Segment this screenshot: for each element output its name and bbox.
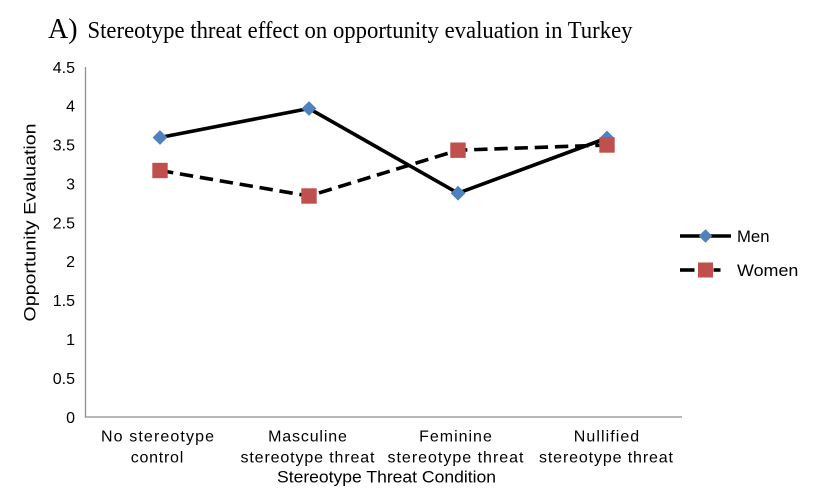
svg-text:stereotype threat: stereotype threat: [241, 449, 376, 466]
svg-text:2: 2: [66, 254, 75, 271]
svg-text:3: 3: [66, 176, 75, 193]
svg-text:2.5: 2.5: [53, 215, 75, 232]
svg-text:Men: Men: [737, 227, 770, 246]
svg-text:Masculine: Masculine: [268, 428, 347, 445]
svg-text:1.5: 1.5: [53, 293, 75, 310]
svg-text:control: control: [131, 449, 184, 466]
svg-text:1: 1: [66, 332, 75, 349]
svg-text:0: 0: [66, 410, 75, 427]
svg-text:No stereotype: No stereotype: [101, 428, 214, 445]
svg-text:Women: Women: [737, 261, 798, 280]
svg-text:3.5: 3.5: [53, 138, 75, 155]
svg-text:stereotype threat: stereotype threat: [539, 449, 674, 466]
svg-text:0.5: 0.5: [53, 371, 75, 388]
svg-text:Opportunity Evaluation: Opportunity Evaluation: [21, 124, 40, 322]
svg-text:Stereotype Threat Condition: Stereotype Threat Condition: [277, 469, 496, 487]
svg-text:4: 4: [66, 99, 75, 116]
svg-text:Feminine: Feminine: [419, 428, 492, 445]
svg-text:Stereotype threat effect on op: Stereotype threat effect on opportunity …: [88, 18, 633, 44]
svg-text:Nullified: Nullified: [574, 428, 639, 445]
svg-text:A): A): [48, 14, 78, 45]
svg-text:4.5: 4.5: [53, 60, 75, 77]
svg-text:stereotype threat: stereotype threat: [388, 449, 525, 466]
